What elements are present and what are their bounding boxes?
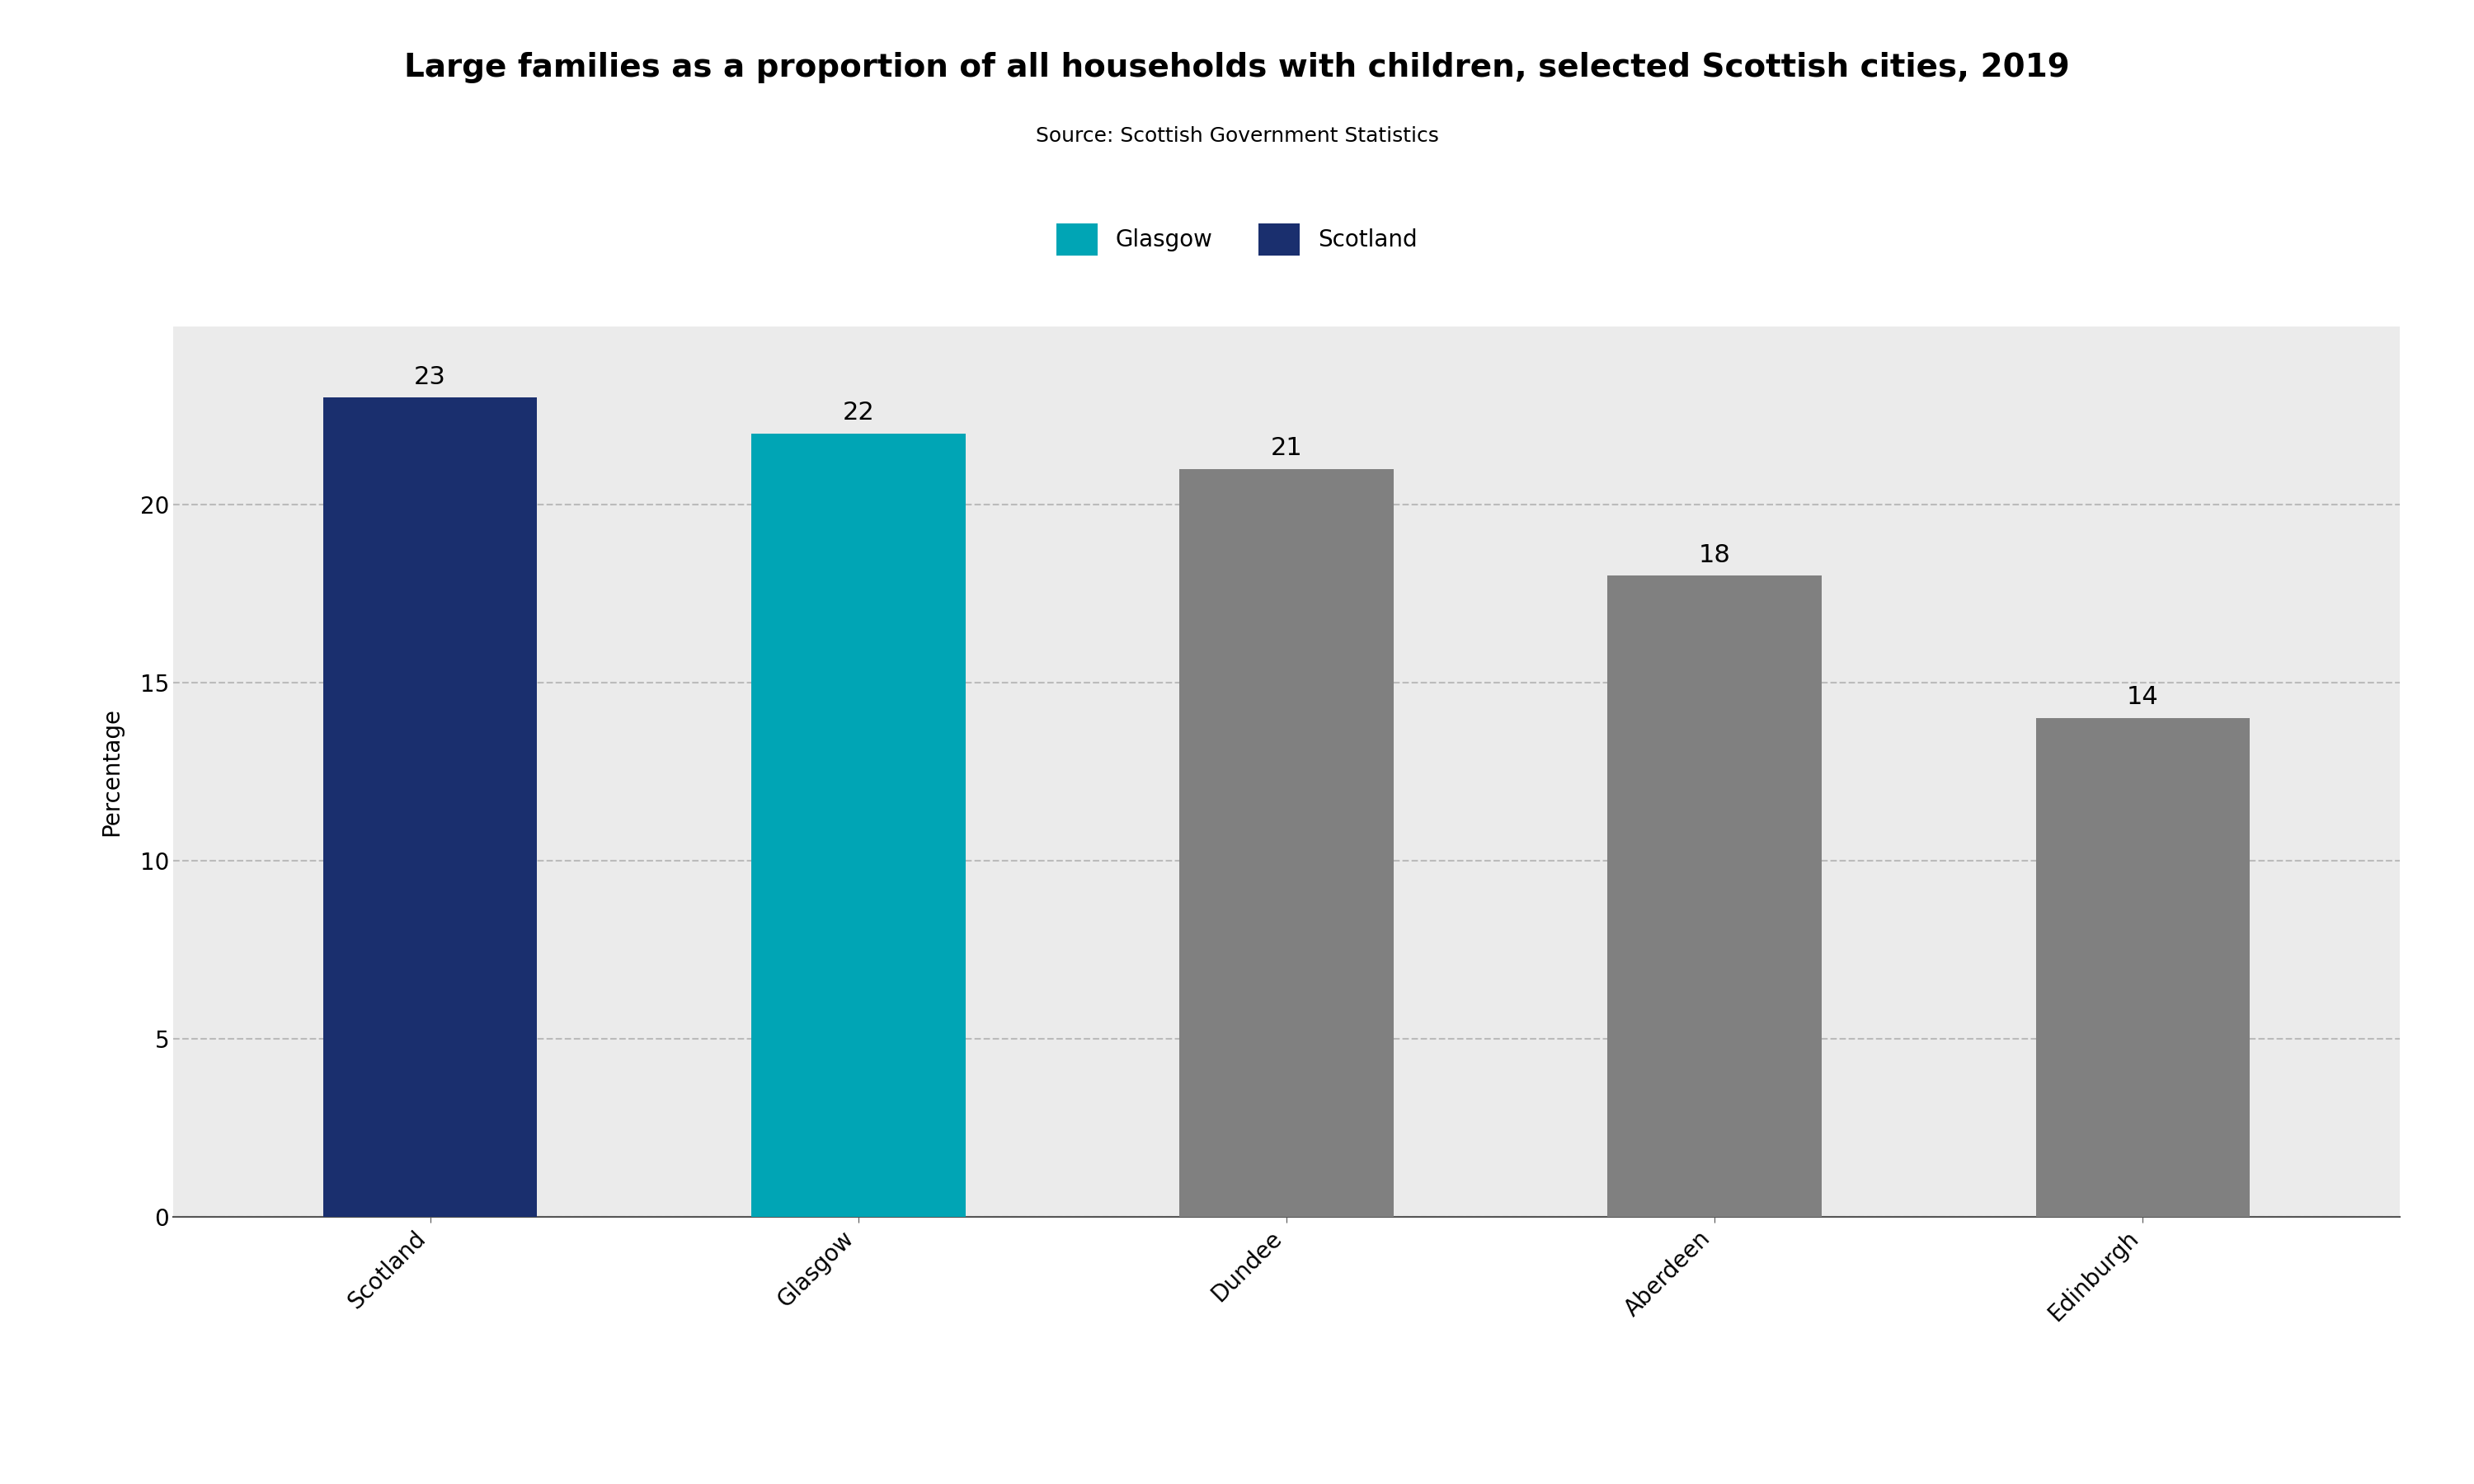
Bar bbox=[2036, 718, 2249, 1217]
Text: 23: 23 bbox=[413, 365, 445, 389]
Text: 18: 18 bbox=[1700, 543, 1732, 567]
Text: 14: 14 bbox=[2128, 686, 2160, 709]
Text: 22: 22 bbox=[841, 401, 873, 424]
Bar bbox=[324, 398, 537, 1217]
Text: Large families as a proportion of all households with children, selected Scottis: Large families as a proportion of all ho… bbox=[403, 52, 2071, 83]
Text: 21: 21 bbox=[1272, 436, 1301, 460]
Bar bbox=[752, 433, 965, 1217]
Bar bbox=[1608, 576, 1821, 1217]
Legend: Glasgow, Scotland: Glasgow, Scotland bbox=[1044, 212, 1430, 267]
Text: Source: Scottish Government Statistics: Source: Scottish Government Statistics bbox=[1037, 126, 1437, 145]
Bar bbox=[1180, 469, 1393, 1217]
Y-axis label: Percentage: Percentage bbox=[99, 708, 124, 835]
